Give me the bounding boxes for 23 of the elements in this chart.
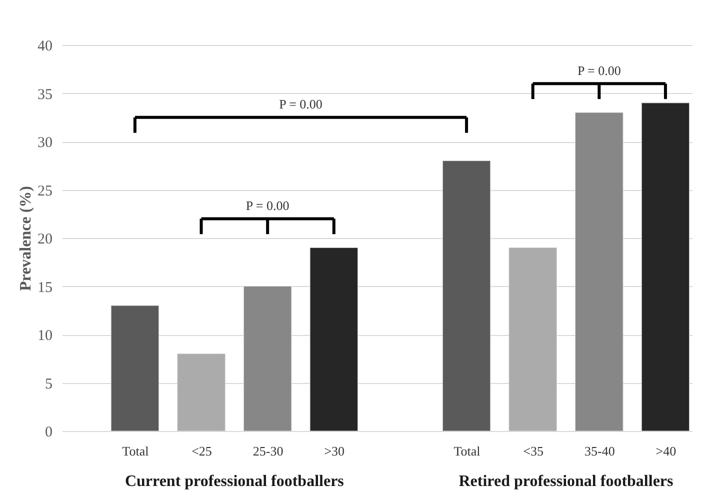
y-tick-label: 25 bbox=[38, 183, 52, 200]
y-axis-title: Prevalence (%) bbox=[18, 186, 34, 291]
text: Retired professional footballers bbox=[458, 473, 674, 490]
y-tick-label: 40 bbox=[38, 38, 52, 54]
y-tick-label: 15 bbox=[38, 280, 52, 296]
x-tick-label: Total bbox=[122, 444, 150, 458]
x-tick-label: >30 bbox=[324, 444, 345, 458]
x-tick-label: >40 bbox=[656, 444, 676, 458]
y-tick-label: 0 bbox=[45, 424, 52, 440]
annotation: P = 0.00 bbox=[577, 62, 621, 78]
y-tick-label: 20 bbox=[38, 232, 52, 248]
x-tick-label: 25-30 bbox=[252, 444, 284, 458]
x-tick-label: <35 bbox=[523, 444, 544, 458]
annotation: P = 0.00 bbox=[279, 96, 322, 112]
x-tick-label: <25 bbox=[192, 444, 212, 458]
y-tick-label: 10 bbox=[38, 328, 52, 344]
x-tick-label: Total bbox=[454, 444, 481, 458]
y-tick-label: 5 bbox=[45, 376, 52, 392]
x-tick-label: 35-40 bbox=[584, 444, 615, 458]
annotation: P = 0.00 bbox=[246, 198, 290, 213]
text: Current professional footballers bbox=[124, 473, 344, 490]
y-tick-label: 30 bbox=[38, 135, 52, 151]
y-tick-label: 35 bbox=[38, 86, 52, 103]
